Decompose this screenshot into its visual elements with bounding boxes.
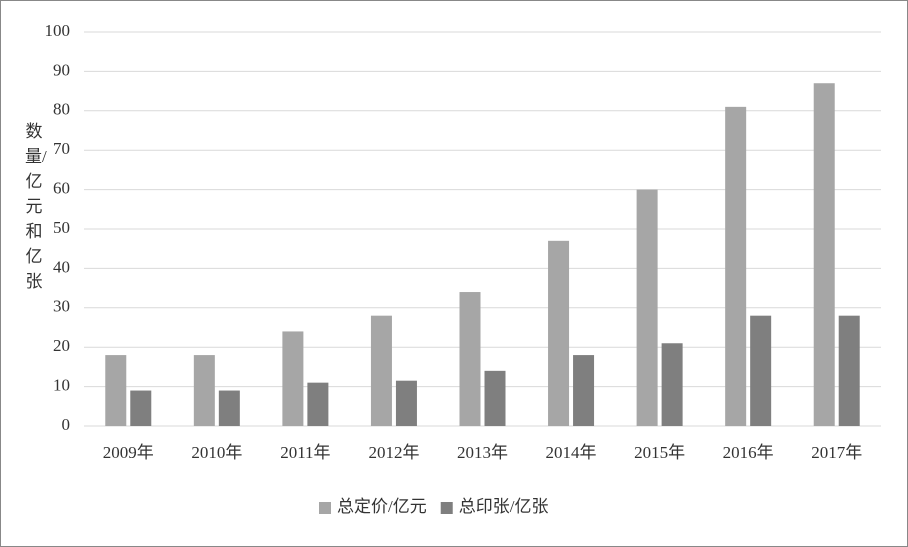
bar xyxy=(395,380,417,426)
bar xyxy=(459,292,481,426)
x-tick-label: 2009年 xyxy=(103,443,154,462)
bar xyxy=(548,240,570,426)
y-tick-label: 100 xyxy=(45,21,71,40)
bar xyxy=(636,189,658,426)
y-tick-label: 80 xyxy=(53,100,70,119)
y-tick-label: 0 xyxy=(62,415,71,434)
bar xyxy=(370,315,392,426)
y-tick-label: 60 xyxy=(53,179,70,198)
legend-label: 总印张/亿张 xyxy=(459,497,549,516)
x-tick-label: 2014年 xyxy=(546,443,597,462)
bar xyxy=(838,315,860,426)
x-tick-label: 2013年 xyxy=(457,443,508,462)
y-tick-label: 30 xyxy=(53,297,70,316)
bar xyxy=(750,315,772,426)
bar xyxy=(484,370,506,426)
bar xyxy=(130,390,152,426)
y-axis-label: 数量/亿元和亿张 xyxy=(25,122,47,291)
y-tick-label: 20 xyxy=(53,336,70,355)
bar xyxy=(218,390,240,426)
bar xyxy=(661,343,683,426)
legend-swatch xyxy=(440,502,453,514)
y-tick-label: 10 xyxy=(53,376,70,395)
x-tick-label: 2016年 xyxy=(723,443,774,462)
bar xyxy=(193,355,215,426)
bar xyxy=(813,83,835,426)
x-tick-label: 2017年 xyxy=(811,443,862,462)
x-tick-label: 2015年 xyxy=(634,443,685,462)
x-tick-label: 2012年 xyxy=(368,443,419,462)
y-tick-label: 90 xyxy=(53,60,70,79)
bar xyxy=(307,382,329,426)
x-tick-label: 2011年 xyxy=(280,443,330,462)
x-tick-label: 2010年 xyxy=(191,443,242,462)
legend-label: 总定价/亿元 xyxy=(337,497,427,516)
y-tick-label: 70 xyxy=(53,139,70,158)
bar xyxy=(573,355,595,426)
bar xyxy=(282,331,304,426)
y-tick-label: 50 xyxy=(53,218,70,237)
bar xyxy=(105,355,127,426)
y-tick-label: 40 xyxy=(53,257,70,276)
legend-swatch xyxy=(319,502,331,514)
bar xyxy=(725,106,747,427)
